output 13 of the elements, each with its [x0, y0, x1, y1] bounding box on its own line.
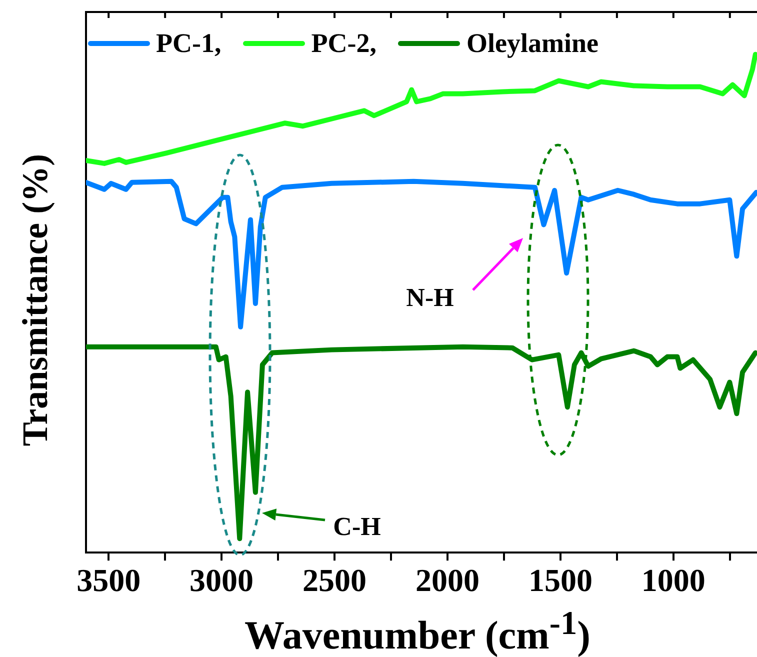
legend-label: Oleylamine [466, 28, 598, 59]
x-tick-label: 1500 [528, 562, 592, 598]
annotation: C-H [333, 512, 381, 542]
x-tick-label: 2500 [302, 562, 367, 598]
legend-label: PC-2, [311, 28, 376, 59]
legend-label: PC-1, [156, 28, 222, 59]
annotation: N-H [406, 283, 454, 313]
x-tick-label: 2000 [415, 562, 480, 598]
x-axis-title: Wavenumber (cm$^{-1}$) [244, 605, 592, 657]
x-tick-label: 1000 [641, 562, 706, 598]
x-tick-label: 3500 [76, 562, 141, 598]
y-axis-title: Transmittance (%) [14, 154, 56, 446]
x-tick-label: 3000 [190, 562, 254, 598]
